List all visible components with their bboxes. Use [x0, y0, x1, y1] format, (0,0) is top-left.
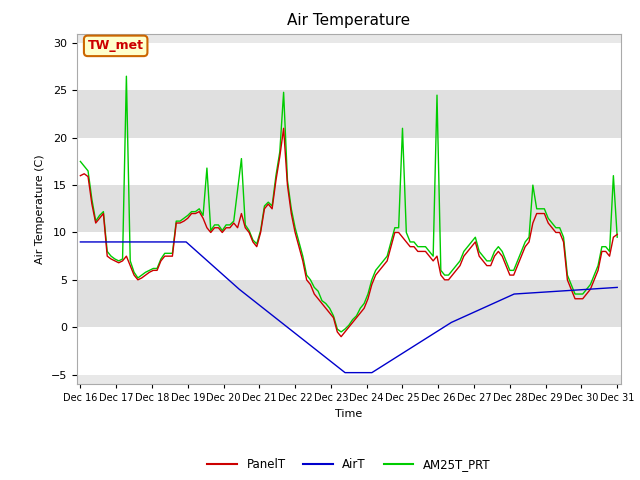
Bar	[77, 138, 621, 185]
Bar	[77, 90, 621, 138]
Bar	[77, 232, 621, 280]
Title: Air Temperature: Air Temperature	[287, 13, 410, 28]
X-axis label: Time: Time	[335, 408, 362, 419]
Bar	[77, 43, 621, 90]
Bar	[77, 185, 621, 232]
Bar	[77, 327, 621, 374]
Legend: PanelT, AirT, AM25T_PRT: PanelT, AirT, AM25T_PRT	[203, 454, 495, 476]
Y-axis label: Air Temperature (C): Air Temperature (C)	[35, 154, 45, 264]
Bar	[77, 280, 621, 327]
Text: TW_met: TW_met	[88, 39, 144, 52]
